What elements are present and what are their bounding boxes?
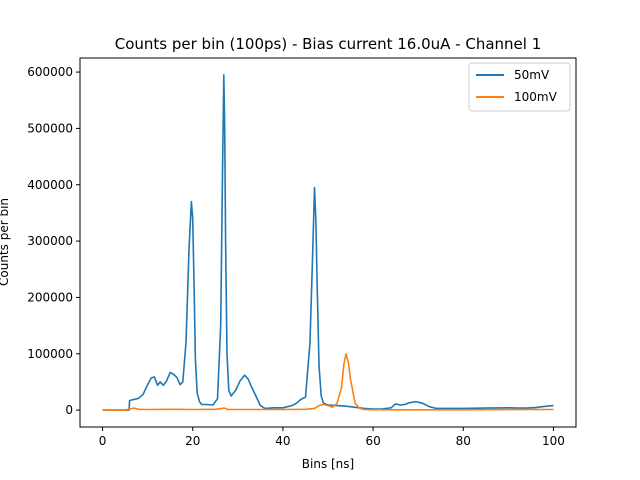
series-layer bbox=[102, 74, 554, 411]
x-tick-label: 20 bbox=[185, 434, 200, 448]
y-tick-label: 0 bbox=[65, 403, 73, 417]
y-tick-label: 400000 bbox=[27, 178, 73, 192]
x-axis-ticks: 0 20 40 60 80 100 bbox=[99, 427, 565, 448]
plot-area bbox=[80, 58, 576, 427]
y-tick-label: 200000 bbox=[27, 290, 73, 304]
y-axis-label: Counts per bin bbox=[0, 198, 11, 286]
legend-label-50mv: 50mV bbox=[514, 68, 550, 82]
x-tick-label: 60 bbox=[365, 434, 380, 448]
x-tick-label: 100 bbox=[542, 434, 565, 448]
y-tick-label: 600000 bbox=[27, 65, 73, 79]
x-tick-label: 40 bbox=[275, 434, 290, 448]
y-tick-label: 500000 bbox=[27, 121, 73, 135]
chart-title: Counts per bin (100ps) - Bias current 16… bbox=[115, 35, 542, 53]
y-tick-label: 100000 bbox=[27, 347, 73, 361]
x-tick-label: 0 bbox=[99, 434, 107, 448]
x-axis-label: Bins [ns] bbox=[302, 457, 354, 471]
series-line-100mv bbox=[102, 352, 554, 411]
plot-frame bbox=[79, 57, 577, 428]
y-axis-ticks: 0 100000 200000 300000 400000 500000 600000 bbox=[27, 65, 80, 417]
series-line-50mv bbox=[102, 74, 554, 411]
y-tick-label: 300000 bbox=[27, 234, 73, 248]
x-tick-label: 80 bbox=[456, 434, 471, 448]
legend: 50mV 100mV bbox=[468, 62, 571, 112]
legend-label-100mv: 100mV bbox=[514, 90, 558, 104]
